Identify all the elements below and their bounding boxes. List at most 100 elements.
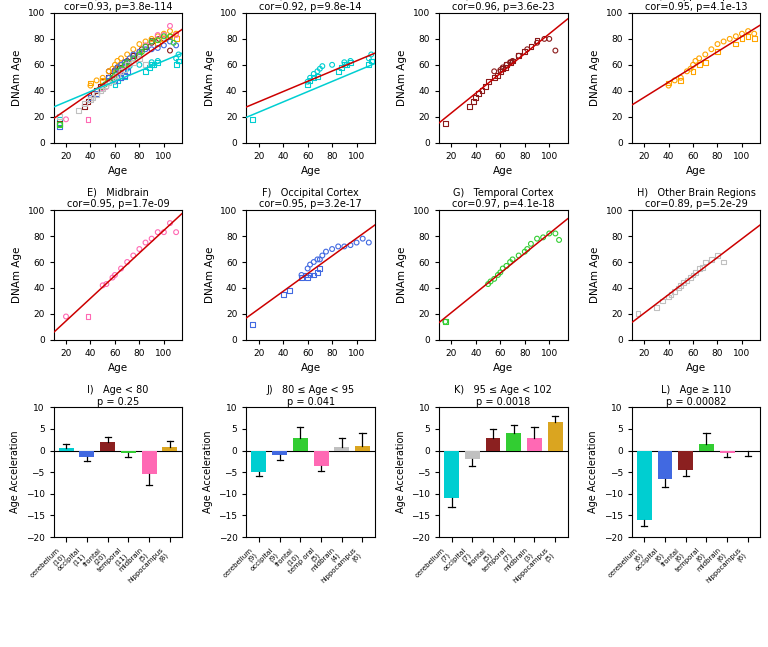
Point bbox=[97, 83, 109, 93]
Point bbox=[134, 39, 146, 49]
Point bbox=[111, 66, 124, 76]
Y-axis label: Age Acceleration: Age Acceleration bbox=[203, 431, 213, 514]
Point bbox=[139, 41, 151, 52]
Point bbox=[54, 111, 66, 122]
Point bbox=[121, 49, 134, 60]
Point bbox=[311, 254, 323, 265]
Point bbox=[439, 316, 452, 327]
Point bbox=[482, 279, 495, 289]
Point bbox=[521, 244, 534, 254]
Point bbox=[151, 31, 164, 41]
Point bbox=[145, 34, 157, 44]
Point bbox=[472, 88, 485, 98]
Title: H)   Other Brain Regions
cor=0.89, p=5.2e-29: H) Other Brain Regions cor=0.89, p=5.2e-… bbox=[637, 188, 756, 210]
Point bbox=[296, 272, 308, 283]
Y-axis label: DNAm Age: DNAm Age bbox=[397, 50, 407, 106]
Point bbox=[84, 92, 97, 102]
Point bbox=[82, 311, 94, 322]
Title: D)   Hippocampus
cor=0.95, p=4.1e-13: D) Hippocampus cor=0.95, p=4.1e-13 bbox=[645, 0, 747, 12]
Point bbox=[101, 82, 113, 92]
Point bbox=[148, 60, 161, 70]
Point bbox=[308, 72, 320, 83]
Point bbox=[308, 257, 320, 267]
Point bbox=[97, 82, 109, 92]
Point bbox=[97, 280, 109, 291]
Point bbox=[54, 119, 66, 129]
Title: J)   80 ≤ Age < 95
p = 0.041: J) 80 ≤ Age < 95 p = 0.041 bbox=[266, 385, 355, 406]
Point bbox=[170, 28, 182, 39]
Bar bbox=[506, 433, 521, 450]
X-axis label: Age: Age bbox=[493, 166, 514, 176]
Bar bbox=[141, 450, 157, 474]
Point bbox=[115, 63, 127, 74]
Point bbox=[366, 56, 379, 66]
Title: E)   Midbrain
cor=0.95, p=1.7e-09: E) Midbrain cor=0.95, p=1.7e-09 bbox=[67, 188, 169, 210]
Point bbox=[494, 267, 506, 278]
Point bbox=[500, 60, 512, 70]
Y-axis label: DNAm Age: DNAm Age bbox=[204, 247, 214, 303]
Point bbox=[111, 70, 124, 80]
Point bbox=[121, 56, 134, 66]
Point bbox=[91, 85, 103, 96]
Point bbox=[247, 319, 259, 329]
Point bbox=[693, 263, 705, 274]
Point bbox=[109, 75, 121, 85]
Bar bbox=[465, 450, 480, 459]
Point bbox=[139, 60, 151, 70]
Point bbox=[332, 66, 344, 76]
Point bbox=[674, 72, 687, 83]
Point bbox=[470, 92, 482, 102]
Bar bbox=[637, 450, 652, 520]
X-axis label: Age: Age bbox=[686, 364, 706, 373]
Point bbox=[341, 60, 353, 70]
Y-axis label: DNAm Age: DNAm Age bbox=[204, 50, 214, 106]
Point bbox=[111, 72, 124, 83]
Bar bbox=[272, 450, 287, 455]
Point bbox=[82, 114, 94, 124]
Point bbox=[103, 66, 115, 76]
Point bbox=[124, 61, 136, 71]
Point bbox=[109, 66, 121, 76]
X-axis label: Age: Age bbox=[493, 364, 514, 373]
Point bbox=[362, 53, 375, 63]
Point bbox=[118, 70, 131, 80]
Point bbox=[717, 36, 730, 47]
Point bbox=[711, 250, 723, 261]
Point bbox=[124, 53, 136, 63]
Title: F)   Occipital Cortex
cor=0.95, p=3.2e-17: F) Occipital Cortex cor=0.95, p=3.2e-17 bbox=[260, 188, 362, 210]
Bar bbox=[485, 437, 501, 450]
Point bbox=[512, 50, 525, 61]
Bar bbox=[313, 450, 329, 466]
Point bbox=[127, 57, 140, 67]
Y-axis label: DNAm Age: DNAm Age bbox=[12, 50, 22, 106]
Point bbox=[139, 237, 151, 248]
Point bbox=[164, 45, 176, 56]
Point bbox=[506, 56, 518, 66]
Point bbox=[97, 75, 109, 85]
Y-axis label: DNAm Age: DNAm Age bbox=[12, 247, 22, 303]
Point bbox=[127, 49, 140, 60]
Point bbox=[84, 92, 97, 102]
Point bbox=[111, 72, 124, 83]
Point bbox=[82, 96, 94, 106]
Point bbox=[111, 63, 124, 74]
Point bbox=[680, 275, 693, 285]
Point bbox=[164, 21, 176, 31]
Point bbox=[167, 38, 180, 48]
Point bbox=[365, 49, 377, 60]
Point bbox=[672, 283, 684, 293]
Point bbox=[121, 66, 134, 76]
Point bbox=[145, 234, 157, 244]
Point bbox=[143, 62, 155, 72]
Point bbox=[115, 72, 127, 83]
Title: I)   Age < 80
p = 0.25: I) Age < 80 p = 0.25 bbox=[88, 385, 149, 406]
X-axis label: Age: Age bbox=[686, 166, 706, 176]
X-axis label: Age: Age bbox=[300, 166, 321, 176]
Point bbox=[338, 57, 350, 67]
Point bbox=[151, 57, 164, 67]
Point bbox=[711, 47, 723, 57]
Point bbox=[87, 92, 99, 102]
Point bbox=[145, 44, 157, 54]
Point bbox=[283, 285, 296, 296]
Point bbox=[103, 72, 115, 83]
